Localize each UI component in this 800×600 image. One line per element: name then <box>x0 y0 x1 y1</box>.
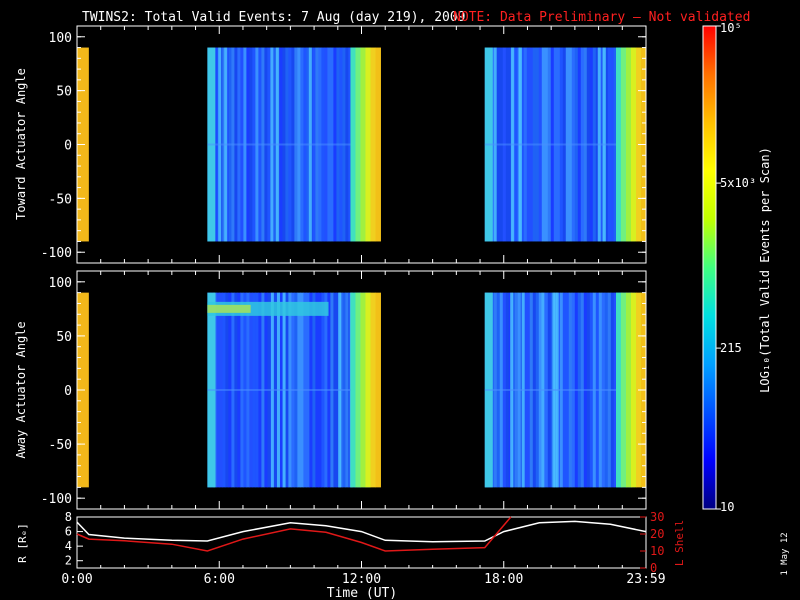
segment-late-edge <box>616 292 622 488</box>
data-segment <box>484 47 647 242</box>
colorbar-tick-label: 215 <box>720 341 742 355</box>
zero-angle-line <box>484 389 616 391</box>
colorbar-label: LOG₁₀(Total Valid Events per Scan) <box>758 147 772 393</box>
left-tick-label: 2 <box>65 554 72 568</box>
segment-late-edge <box>355 292 361 488</box>
y-tick-label: 0 <box>64 384 72 399</box>
segment-late-edge <box>365 292 371 488</box>
r-line <box>76 520 647 543</box>
y-tick-label: -50 <box>49 192 72 207</box>
data-segment <box>207 292 381 488</box>
right-tick-label: 0 <box>650 561 657 575</box>
x-tick-label: 18:00 <box>484 572 523 587</box>
y-tick-label: 50 <box>56 330 72 345</box>
zero-angle-line <box>484 143 616 146</box>
toward-ylabel: Toward Actuator Angle <box>14 68 28 220</box>
y-tick-label: 100 <box>49 276 72 291</box>
segment-late-edge <box>626 47 632 242</box>
away-ylabel: Away Actuator Angle <box>14 321 28 458</box>
lshell-ylabel: L Shell <box>673 520 686 566</box>
segment-late-edge <box>631 292 637 488</box>
segment-late-edge <box>626 292 632 488</box>
segment-late-edge <box>616 47 622 242</box>
away-panel: 100 50 0 -50 -100 <box>41 270 647 510</box>
segment-late-edge <box>355 47 361 242</box>
y-tick-label: -50 <box>49 438 72 453</box>
x-tick-label: 23:59 <box>626 572 665 587</box>
chart-title: TWINS2: Total Valid Events: 7 Aug (day 2… <box>82 10 466 25</box>
data-segment <box>207 47 381 242</box>
x-tick-label: 0:00 <box>61 572 92 587</box>
x-tick-label: 6:00 <box>204 572 235 587</box>
colorbar-scale <box>702 25 717 510</box>
y-tick-label: 50 <box>56 85 72 100</box>
colorbar-tick-label: 10⁵ <box>720 21 742 35</box>
colorbar-tick-label: 10 <box>720 500 734 514</box>
date-stamp: 1 May 12 <box>780 532 790 575</box>
segment-late-edge <box>350 292 356 488</box>
right-tick-label: 20 <box>650 527 664 541</box>
r-ylabel: R [Rₑ] <box>16 523 29 563</box>
colorbar-tick-label: 5x10³ <box>720 176 756 190</box>
colorbar: 10⁵ 5x10³ 215 10 <box>702 21 756 514</box>
y-tick-label: -100 <box>41 246 72 261</box>
y-tick-label: 100 <box>49 31 72 46</box>
left-tick-label: 6 <box>65 525 72 539</box>
preliminary-note: NOTE: Data Preliminary — Not validated <box>453 10 750 25</box>
segment-late-edge <box>621 47 627 242</box>
segment-late-edge <box>375 292 381 488</box>
toward-panel: 100 50 0 -50 -100 <box>41 25 647 264</box>
data-segment <box>484 292 647 488</box>
y-tick-label: -100 <box>41 492 72 507</box>
zero-angle-line <box>207 143 351 146</box>
zero-angle-line <box>207 389 351 391</box>
segment-late-edge <box>621 292 627 488</box>
segment-late-edge <box>360 292 366 488</box>
time-axis-label: Time (UT) <box>327 586 397 600</box>
segment-late-edge <box>375 47 381 242</box>
right-tick-label: 30 <box>650 510 664 524</box>
segment-late-edge <box>370 47 376 242</box>
segment-late-edge <box>360 47 366 242</box>
segment-late-edge <box>631 47 637 242</box>
left-tick-label: 8 <box>65 510 72 524</box>
left-tick-label: 4 <box>65 539 72 553</box>
high-angle-band <box>207 304 251 313</box>
segment-late-edge <box>350 47 356 242</box>
time-axis: 0:00 6:00 12:00 18:00 23:59 <box>61 572 665 587</box>
right-tick-label: 10 <box>650 544 664 558</box>
segment-late-edge <box>365 47 371 242</box>
y-tick-label: 0 <box>64 139 72 154</box>
x-tick-label: 12:00 <box>342 572 381 587</box>
l-shell-line <box>76 516 512 552</box>
segment-late-edge <box>370 292 376 488</box>
